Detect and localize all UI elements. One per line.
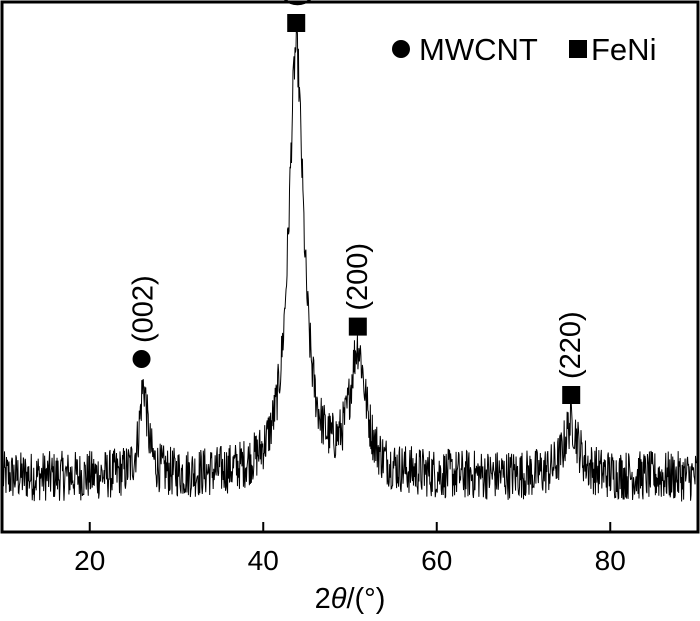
peak-annotations: (002) (111) (200) (220) (128, 0, 587, 404)
x-axis-label: 2θ/(°) (315, 583, 386, 615)
x-tick-label: 80 (595, 545, 626, 576)
peak-label: (111) (280, 0, 312, 7)
peak-marker-feni (287, 14, 306, 32)
legend-label-feni: FeNi (591, 32, 656, 67)
x-tick-label: 20 (74, 545, 105, 576)
peak-label: (220) (555, 311, 587, 379)
legend-square-marker (569, 40, 587, 58)
xrd-pattern-line (2, 23, 698, 502)
x-tick-label: 60 (421, 545, 452, 576)
legend-label-mwcnt: MWCNT (419, 32, 538, 67)
x-axis-label-symbol: θ (331, 583, 347, 615)
x-axis-label-prefix: 2 (315, 583, 331, 615)
plot-frame (0, 0, 700, 534)
peak-label: (200) (342, 243, 374, 311)
peak-marker-feni (348, 317, 367, 336)
peak-label: (002) (128, 275, 160, 343)
peak-marker-feni (562, 386, 581, 404)
legend-circle-marker (392, 40, 410, 58)
x-axis-label-suffix: /(°) (346, 583, 385, 615)
peak-marker-mwcnt (132, 350, 151, 368)
legend: MWCNT FeNi (392, 32, 656, 67)
x-tick-label: 40 (248, 545, 279, 576)
x-axis-ticks: 20 40 60 80 (74, 522, 626, 576)
